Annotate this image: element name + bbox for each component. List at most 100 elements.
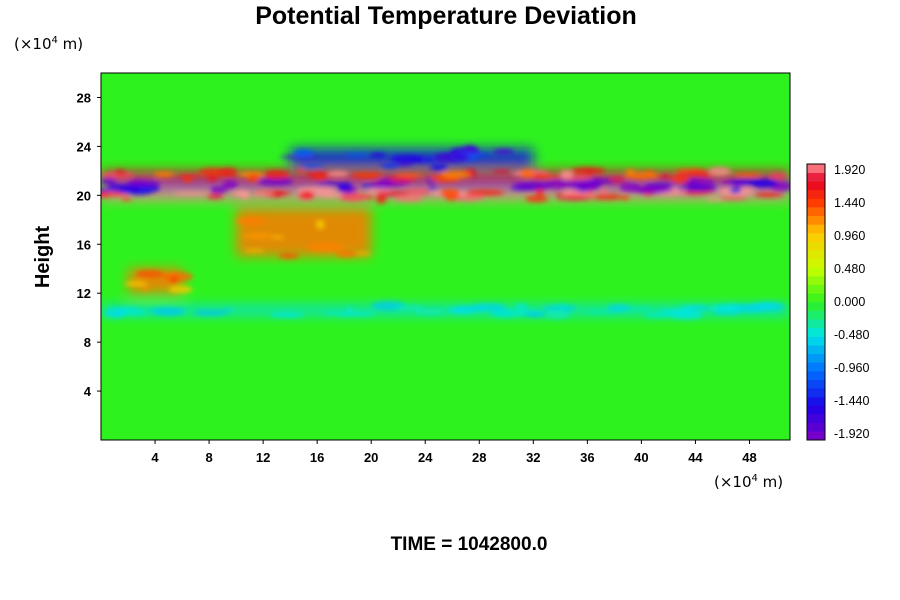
field-detail [154,310,184,316]
field-detail [172,191,210,196]
field-detail [440,188,460,197]
field-detail [114,170,127,175]
colorbar-level [807,215,825,225]
field-detail [583,310,620,314]
colorbar-frame [806,163,826,441]
field-detail [235,217,266,225]
colorbar-level [807,405,825,415]
colorbar-level [807,224,825,234]
field-detail [210,185,227,194]
colorbar-level [807,431,825,441]
field-detail [293,149,314,158]
field-detail [430,162,448,172]
field-detail [520,168,534,179]
x-unit-exponent: 4 [752,473,758,484]
field-detail [675,171,716,177]
colorbar-level [807,276,825,286]
field-detail [193,310,229,316]
plot-frame [100,72,791,441]
field-detail [427,186,438,190]
colorbar [806,163,826,441]
colorbar-level [807,198,825,208]
field-detail [335,250,359,258]
colorbar-level [807,293,825,303]
colorbar-level [807,172,825,182]
field-detail [299,190,315,199]
x-tick-label: 48 [742,450,756,465]
field-detail [278,252,300,259]
y-unit-prefix: (×10 [14,35,52,53]
colorbar-level [807,319,825,329]
field-detail [263,169,290,180]
field-detail [556,195,593,201]
colorbar-tick-label: 1.440 [834,196,865,210]
field-detail [206,175,219,182]
field-detail [345,153,369,157]
colorbar-level [807,388,825,398]
field-layer-sharp [101,145,790,320]
field-detail [625,169,636,174]
field-detail [355,251,372,256]
field-detail [515,303,528,310]
field-detail [657,174,673,179]
y-tick-label: 20 [77,188,91,203]
field-detail [642,312,675,319]
colorbar-level [807,241,825,251]
colorbar-tick-label: -1.440 [834,394,869,408]
field-feature [101,180,790,191]
field-detail [381,162,400,169]
field-detail [394,195,424,202]
colorbar-level [807,336,825,346]
y-tick-label: 24 [77,139,92,154]
field-detail [570,167,606,175]
colorbar-level [807,250,825,260]
plot-background [101,73,790,440]
field-detail [103,308,127,318]
field-detail [121,197,132,201]
x-tick-label: 40 [634,450,648,465]
field-detail [247,173,260,183]
colorbar-level [807,181,825,191]
field-detail [350,172,384,179]
field-detail [131,180,161,187]
field-detail [101,192,127,197]
field-detail [270,235,285,239]
field-detail [305,171,333,179]
field-detail [533,175,562,179]
field-detail [621,195,630,200]
field-detail [569,181,598,192]
field-detail [619,182,641,193]
x-unit-prefix: (×10 [714,473,752,491]
field-detail [734,303,767,313]
field-detail [315,219,325,230]
field-detail [681,178,716,187]
field-detail [517,181,552,190]
field-detail [671,176,689,184]
field-detail [252,192,275,196]
colorbar-level [807,379,825,389]
y-axis-unit: (×104 m) [14,35,83,53]
field-detail [296,169,306,173]
field-detail [314,175,325,181]
colorbar-level [807,362,825,372]
field-detail [223,308,235,312]
colorbar-level [807,327,825,337]
field-detail [644,182,677,187]
colorbar-level [807,396,825,406]
field-detail [685,306,717,311]
field-detail [733,172,762,178]
field-detail [168,285,193,294]
colorbar-level [807,345,825,355]
colorbar-ticks: 1.920 1.440 0.960 0.480 0.000 -0.480 -0.960 -1.… [834,163,869,441]
field-detail [327,170,349,177]
field-detail [636,186,675,193]
x-tick-label: 20 [364,450,378,465]
field-detail [222,180,238,190]
x-tick-label: 36 [580,450,594,465]
field-detail [753,192,784,198]
field-detail [299,164,325,169]
colorbar-tick-label: -0.480 [834,328,869,342]
field-detail [524,312,546,318]
field-detail [560,169,574,180]
field-detail [182,175,193,183]
